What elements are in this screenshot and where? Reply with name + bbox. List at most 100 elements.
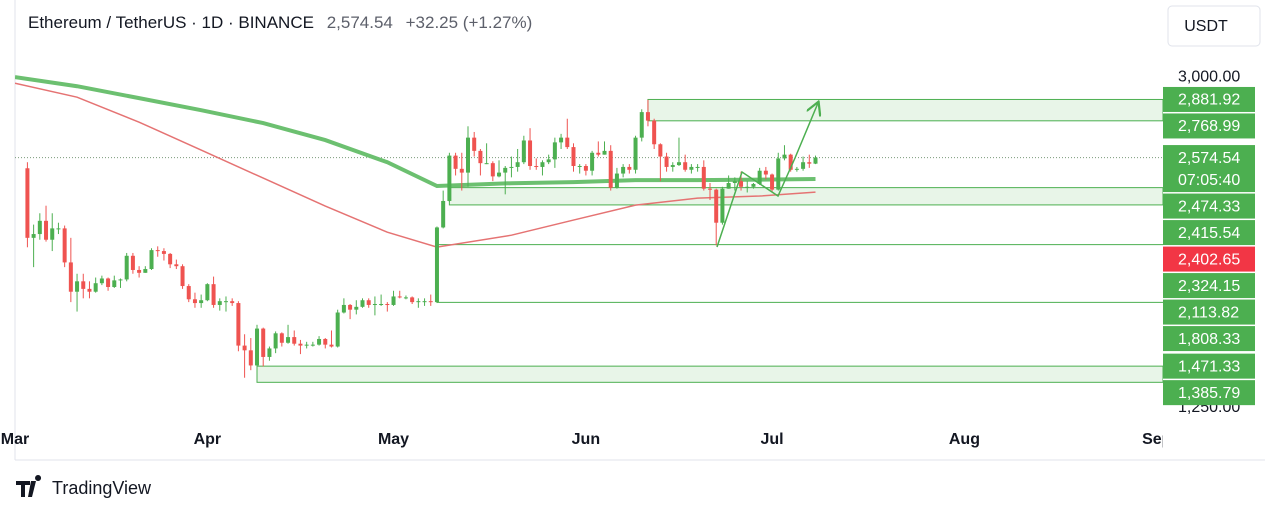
currency-label[interactable]: USDT bbox=[1184, 18, 1228, 35]
brand-name: TradingView bbox=[52, 478, 152, 498]
candle-body bbox=[341, 304, 346, 313]
candle-body bbox=[422, 301, 427, 303]
candle-body bbox=[726, 183, 731, 189]
candle-body bbox=[490, 163, 495, 177]
candle-body bbox=[192, 299, 197, 304]
candle-body bbox=[807, 162, 812, 164]
candle-body bbox=[745, 186, 750, 188]
candle-body bbox=[180, 266, 185, 287]
price-label: 2,474.33 bbox=[1178, 198, 1240, 215]
candle-body bbox=[248, 350, 253, 366]
candle-body bbox=[174, 264, 179, 267]
candle-body bbox=[323, 338, 328, 345]
candle-body bbox=[528, 140, 533, 166]
header: Ethereum / TetherUS · 1D · BINANCE 2,574… bbox=[28, 13, 540, 33]
price-label: 2,324.15 bbox=[1178, 278, 1240, 295]
candle-body bbox=[552, 142, 557, 160]
projection-arrow bbox=[716, 103, 818, 248]
candle-body bbox=[217, 301, 222, 305]
candle-body bbox=[25, 168, 30, 238]
candle-body bbox=[608, 150, 613, 188]
candle-body bbox=[645, 112, 650, 121]
price-zone bbox=[647, 98, 1163, 122]
candle-body bbox=[149, 250, 154, 270]
candle-body bbox=[267, 348, 272, 357]
candle-body bbox=[465, 137, 470, 173]
candle-body bbox=[354, 306, 359, 310]
candle-body bbox=[360, 300, 365, 307]
candle-body bbox=[515, 162, 520, 167]
candle-body bbox=[794, 168, 799, 170]
brand-logo bbox=[16, 475, 42, 497]
price-label: 2,113.82 bbox=[1178, 304, 1239, 321]
moving-average bbox=[15, 82, 816, 248]
candle-body bbox=[670, 165, 675, 167]
candle-body bbox=[75, 281, 80, 292]
candle-body bbox=[732, 181, 737, 184]
candle-body bbox=[577, 165, 582, 167]
candle-body bbox=[813, 157, 818, 164]
candle-body bbox=[472, 137, 477, 151]
x-tick-label: May bbox=[378, 431, 409, 448]
candle-body bbox=[590, 152, 595, 171]
candle-body bbox=[801, 162, 806, 169]
candle-body bbox=[223, 301, 228, 303]
price-label: 2,768.99 bbox=[1178, 118, 1240, 135]
candle-body bbox=[391, 296, 396, 305]
candle-body bbox=[118, 279, 123, 281]
moving-average bbox=[15, 75, 816, 189]
candle-body bbox=[298, 343, 303, 346]
candle-body bbox=[509, 166, 514, 168]
candle-body bbox=[540, 162, 545, 167]
price-label-bg bbox=[1163, 220, 1255, 246]
candle-body bbox=[683, 162, 688, 170]
candle-body bbox=[658, 144, 663, 157]
candle-body bbox=[379, 304, 384, 306]
candle-body bbox=[37, 220, 42, 235]
candle-body bbox=[571, 147, 576, 166]
candle-body bbox=[286, 337, 291, 343]
candle-body bbox=[261, 328, 266, 357]
candle-body bbox=[366, 300, 371, 305]
candle-body bbox=[782, 154, 787, 159]
candle-body bbox=[68, 262, 73, 292]
currency-button[interactable] bbox=[1167, 5, 1261, 47]
price-label: 2,574.54 bbox=[1178, 150, 1240, 167]
candle-body bbox=[31, 234, 36, 238]
x-tick-label: Mar bbox=[1, 431, 29, 448]
candle-body bbox=[739, 181, 744, 187]
candle-body bbox=[143, 269, 148, 273]
candle-body bbox=[397, 296, 402, 298]
price-label-bg bbox=[1163, 299, 1255, 325]
candle-body bbox=[255, 328, 260, 366]
candle-body bbox=[453, 155, 458, 169]
candle-body bbox=[447, 155, 452, 201]
price-label-bg bbox=[1163, 86, 1255, 112]
candle-body bbox=[521, 140, 526, 163]
candle-body bbox=[87, 288, 92, 292]
candle-body bbox=[56, 228, 61, 230]
candle-body bbox=[230, 301, 235, 304]
candle-body bbox=[416, 301, 421, 303]
price-label-bg bbox=[1163, 326, 1255, 352]
candle-body bbox=[310, 344, 315, 346]
candle-body bbox=[614, 173, 619, 188]
candle-body bbox=[757, 170, 762, 184]
candle-body bbox=[534, 165, 539, 167]
candle-body bbox=[99, 278, 104, 284]
price-label: 1,471.33 bbox=[1178, 358, 1240, 375]
candle-body bbox=[279, 333, 284, 343]
candle-body bbox=[708, 188, 713, 190]
price-label-bg bbox=[1163, 145, 1255, 193]
last-price: 2,574.54 bbox=[326, 13, 393, 32]
candle-body bbox=[93, 283, 98, 292]
candle-body bbox=[621, 166, 626, 174]
candle-body bbox=[62, 228, 67, 263]
candle-body bbox=[497, 172, 502, 177]
price-label-bg bbox=[1163, 193, 1255, 219]
candle-body bbox=[627, 166, 632, 170]
candle-body bbox=[459, 168, 464, 173]
candle-body bbox=[751, 183, 756, 187]
candle-body bbox=[633, 137, 638, 170]
